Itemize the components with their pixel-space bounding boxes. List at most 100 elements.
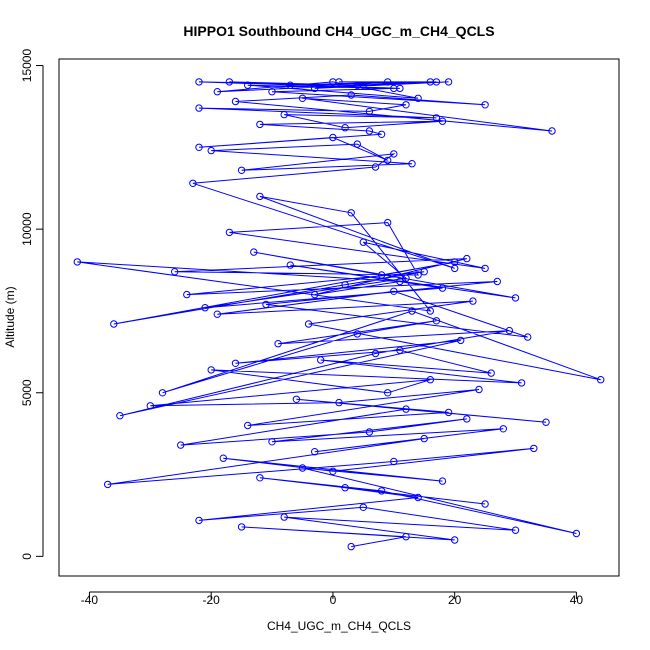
data-point — [420, 434, 428, 443]
data-point — [189, 179, 197, 188]
data-point — [530, 444, 538, 453]
data-point — [280, 110, 288, 119]
x-axis: -40 -20 0 20 40 — [81, 591, 584, 607]
data-point — [438, 477, 447, 485]
data-point — [292, 395, 301, 403]
y-tick-label: 15000 — [20, 49, 34, 83]
data-point — [390, 287, 398, 295]
data-point — [73, 258, 82, 266]
data-point — [597, 376, 605, 384]
data-point — [335, 78, 343, 86]
data-point — [377, 130, 386, 139]
x-tick-label: 0 — [330, 593, 337, 607]
data-point — [481, 101, 489, 109]
data-point — [487, 369, 495, 377]
data-point — [384, 218, 392, 227]
data-point — [377, 487, 386, 495]
data-point — [457, 336, 465, 345]
data-point — [347, 91, 355, 99]
data-point — [195, 78, 203, 86]
data-point — [396, 277, 404, 286]
data-point — [402, 533, 410, 541]
data-point — [146, 402, 155, 410]
data-point — [359, 238, 367, 246]
data-point — [414, 94, 422, 103]
y-tick-label: 0 — [20, 553, 34, 560]
data-point — [505, 326, 514, 335]
y-axis: 0 5000 10000 15000 — [20, 49, 44, 560]
data-point — [207, 146, 215, 155]
data-point — [329, 133, 337, 142]
data-point — [426, 376, 434, 384]
data-point — [341, 281, 349, 289]
data-point — [359, 503, 367, 511]
data-point — [347, 542, 355, 551]
data-point — [280, 513, 288, 521]
data-point — [213, 310, 222, 318]
data-point — [414, 493, 422, 502]
data-point — [298, 94, 307, 103]
data-point — [225, 228, 234, 237]
data-point — [116, 412, 124, 420]
data-point — [517, 379, 526, 387]
data-point — [414, 271, 422, 279]
x-tick-label: 40 — [570, 593, 584, 607]
data-point — [353, 140, 361, 148]
data-point — [493, 277, 501, 286]
data-point — [511, 526, 520, 534]
data-point — [438, 117, 447, 125]
data-point — [377, 271, 386, 279]
data-point — [110, 320, 118, 328]
data-point — [524, 333, 532, 341]
y-tick-label: 5000 — [20, 379, 34, 406]
data-point — [469, 297, 477, 305]
data-point — [347, 209, 355, 217]
data-point — [408, 160, 416, 168]
data-point — [286, 261, 294, 269]
data-point — [408, 307, 416, 315]
data-point — [396, 346, 404, 354]
x-tick-label: 20 — [448, 593, 462, 607]
data-point — [201, 304, 209, 312]
data-point — [390, 457, 398, 466]
data-point — [195, 516, 203, 525]
data-point — [268, 438, 276, 446]
data-point — [335, 398, 343, 407]
data-point — [341, 124, 349, 132]
data-point — [511, 294, 520, 302]
data-point — [542, 418, 550, 426]
data-point — [432, 317, 441, 325]
data-point — [311, 290, 319, 299]
data-point — [311, 448, 319, 456]
data-point — [475, 385, 483, 394]
data-point — [371, 349, 380, 358]
data-point — [548, 127, 556, 135]
plot-frame — [58, 58, 620, 577]
data-point — [244, 81, 252, 89]
data-point — [231, 97, 240, 106]
data-point — [311, 84, 319, 93]
data-point — [244, 421, 252, 430]
data-point — [237, 166, 246, 175]
data-point — [256, 192, 264, 201]
data-point — [195, 143, 203, 152]
data-point — [195, 104, 203, 112]
data-point — [402, 101, 410, 109]
data-point — [237, 523, 246, 531]
x-tick-label: -40 — [81, 593, 99, 607]
data-point — [365, 107, 374, 116]
data-point — [219, 454, 228, 462]
data-point — [451, 264, 459, 273]
data-point — [207, 366, 215, 374]
data-point — [420, 268, 428, 276]
data-point — [371, 163, 380, 171]
data-point — [213, 88, 222, 96]
data-point — [402, 405, 410, 413]
data-point — [402, 274, 410, 282]
data-point — [365, 127, 374, 135]
x-tick-label: -20 — [203, 593, 221, 607]
data-point — [158, 389, 167, 397]
data-point — [444, 408, 453, 417]
data-point — [250, 248, 258, 256]
